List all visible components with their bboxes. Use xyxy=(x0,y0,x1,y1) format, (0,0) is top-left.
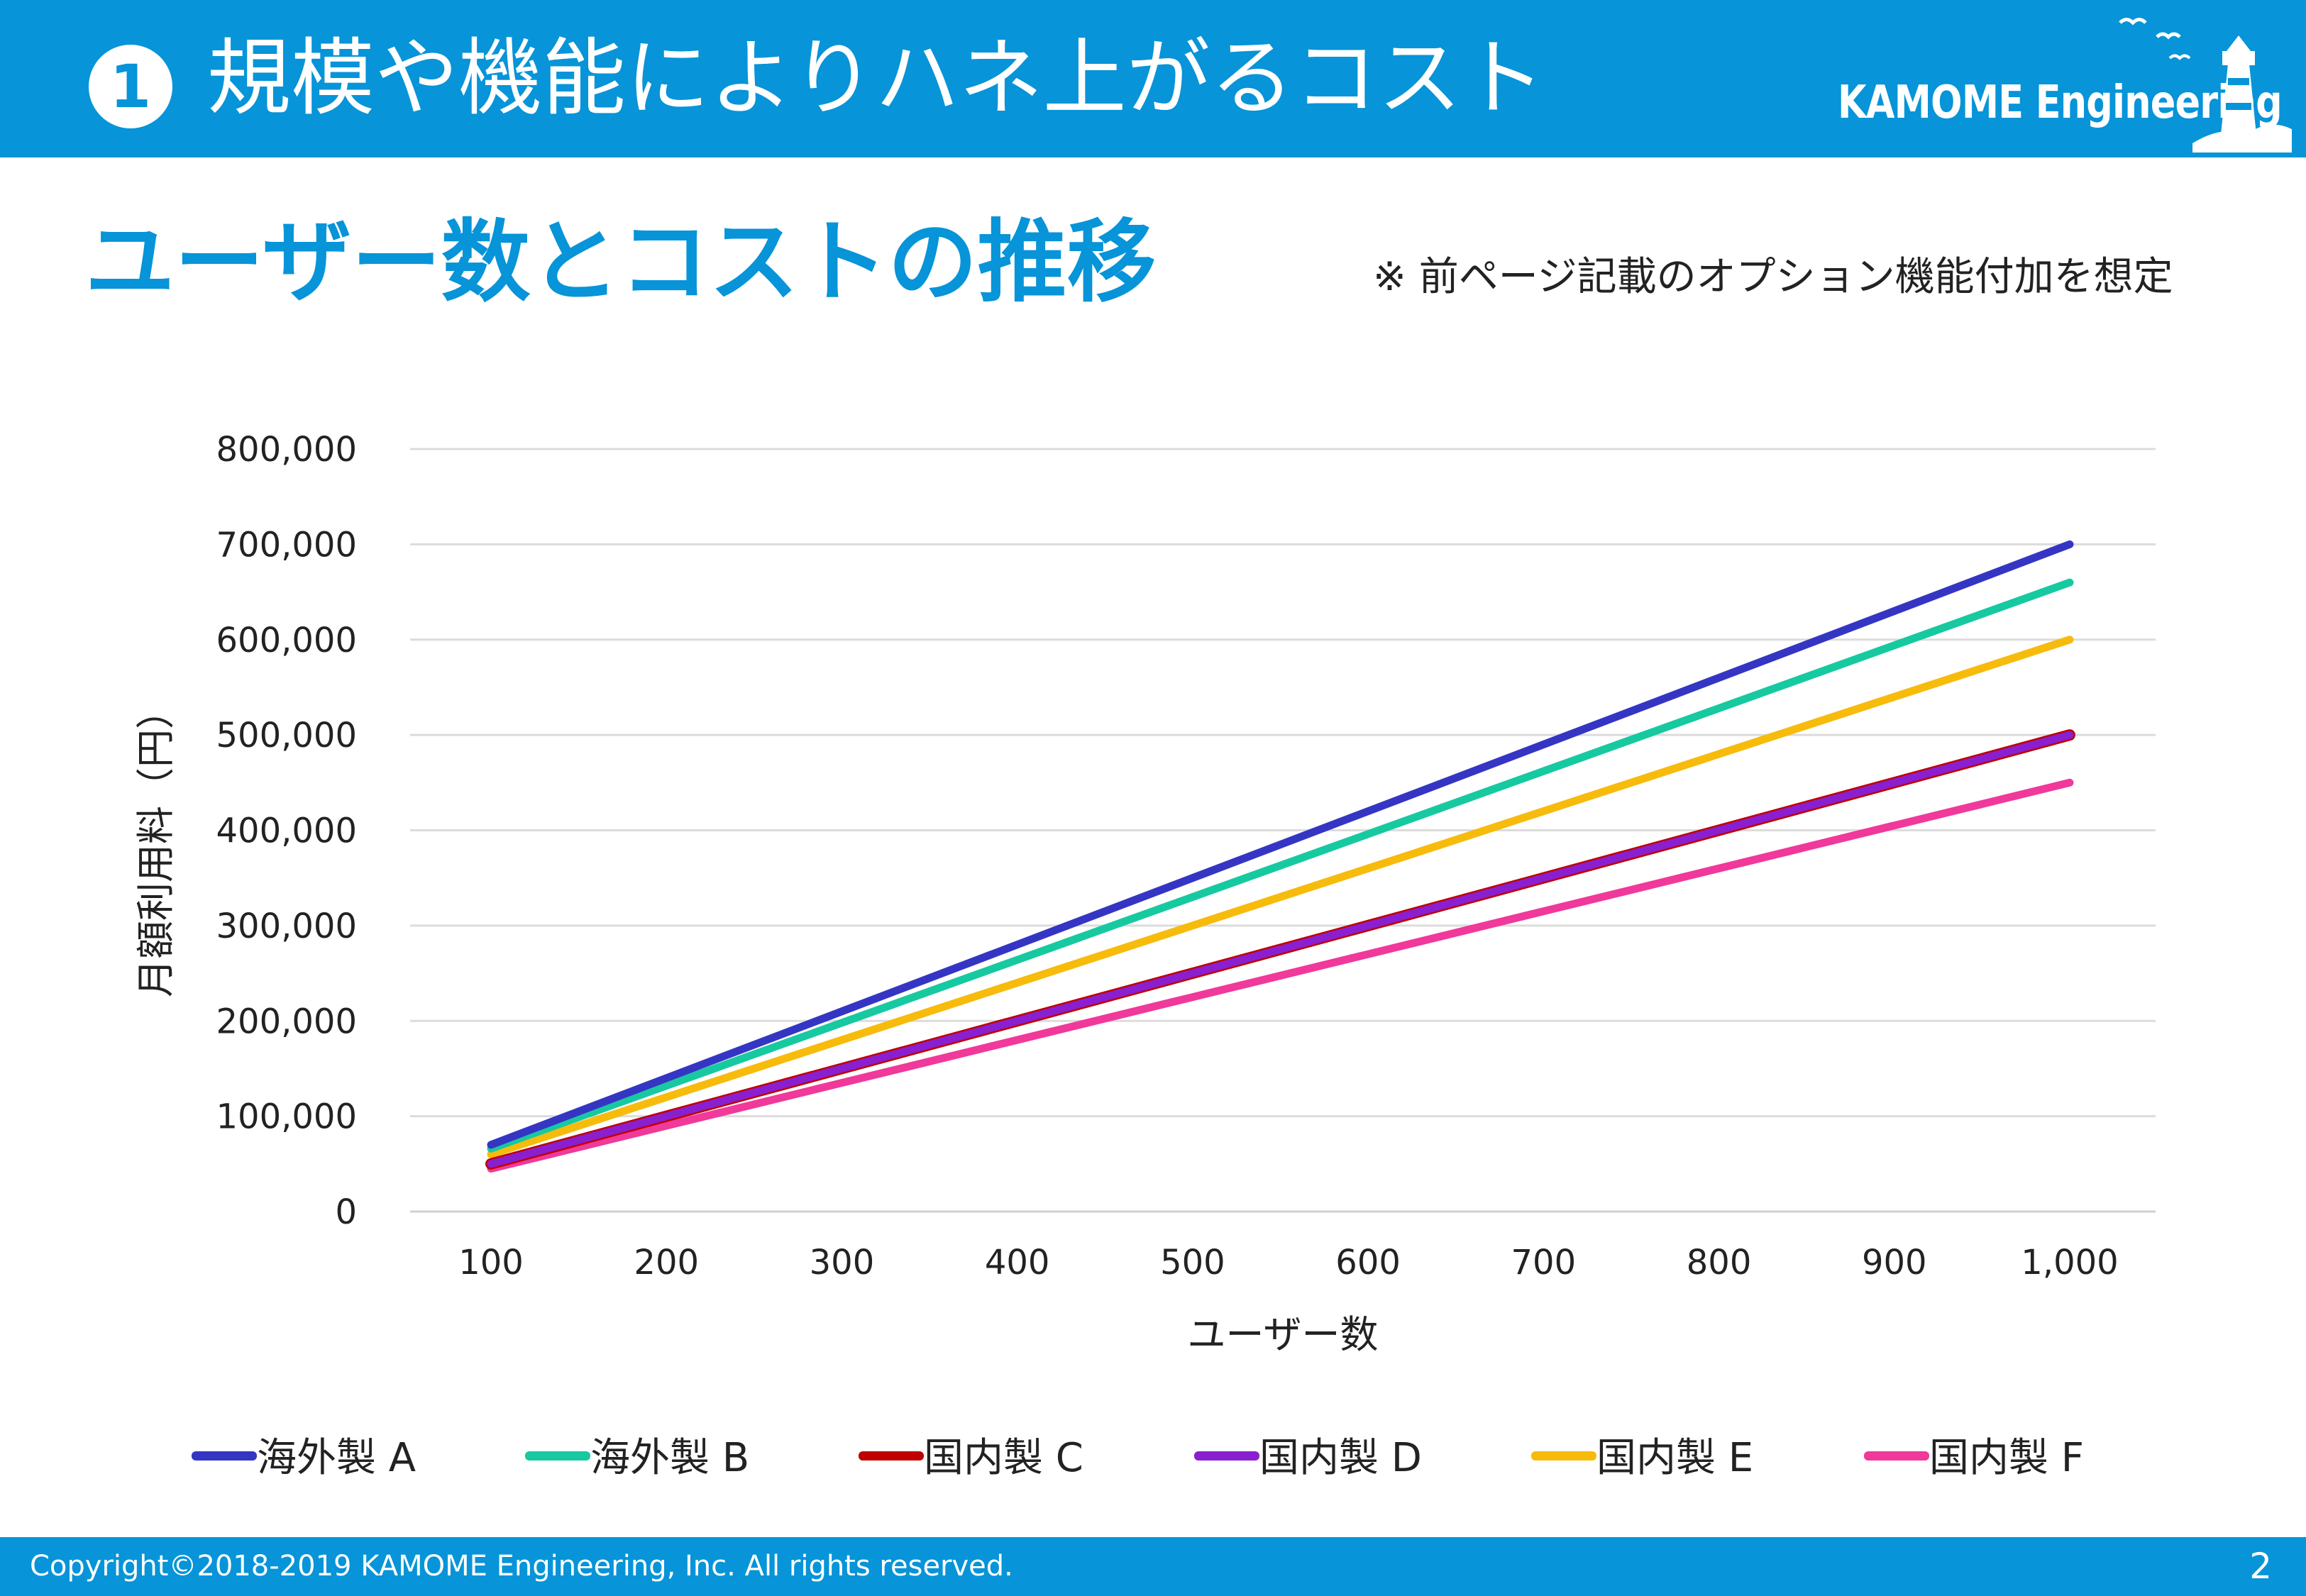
header-bar: 1 規模や機能によりハネ上がるコスト KAMOME Engineering xyxy=(0,0,2306,157)
section-title: ユーザー数とコストの推移 xyxy=(85,210,1157,314)
y-tick-label: 600,000 xyxy=(216,621,358,660)
logo-text: KAMOME Engineering xyxy=(1838,77,2283,129)
grid-lines xyxy=(410,448,2156,1213)
y-tick-label: 500,000 xyxy=(216,716,358,755)
footer-bar: Copyright©2018-2019 KAMOME Engineering, … xyxy=(0,1537,2306,1596)
slide-title: 規模や機能によりハネ上がるコスト xyxy=(207,29,1545,127)
x-tick-label: 500 xyxy=(1160,1243,1225,1282)
x-tick-label: 200 xyxy=(634,1243,699,1282)
y-tick-label: 0 xyxy=(335,1192,357,1232)
legend-label: 国内製 E xyxy=(1596,1435,1754,1481)
chart-legend: 海外製 A 海外製 B 国内製 C 国内製 D 国内製 E 国内製 F xyxy=(0,1412,2306,1497)
x-tick-label: 100 xyxy=(458,1243,524,1282)
legend-swatch xyxy=(1531,1451,1596,1461)
x-tick-label: 600 xyxy=(1335,1243,1401,1282)
y-tick-label: 700,000 xyxy=(216,525,358,565)
x-axis-label: ユーザー数 xyxy=(1188,1312,1379,1357)
series-lines xyxy=(485,540,2075,1173)
legend-label: 海外製 B xyxy=(590,1435,750,1481)
y-tick-label: 100,000 xyxy=(216,1097,358,1137)
x-tick-label: 700 xyxy=(1511,1243,1577,1282)
legend-label: 国内製 F xyxy=(1929,1435,2085,1481)
y-tick-label: 300,000 xyxy=(216,907,358,946)
x-tick-label: 1,000 xyxy=(2021,1243,2118,1282)
x-tick-labels: 100 200 300 400 500 600 700 800 900 1,000 xyxy=(458,1243,2119,1282)
legend-swatch xyxy=(192,1451,257,1461)
x-tick-label: 400 xyxy=(985,1243,1050,1282)
company-logo: KAMOME Engineering xyxy=(1838,7,2299,153)
copyright-text: Copyright©2018-2019 KAMOME Engineering, … xyxy=(30,1550,1013,1583)
slide-number-badge: 1 xyxy=(89,45,172,128)
legend-label: 国内製 D xyxy=(1259,1435,1422,1481)
x-tick-label: 800 xyxy=(1687,1243,1752,1282)
series-line-2 xyxy=(487,578,2074,1153)
y-tick-label: 400,000 xyxy=(216,811,358,851)
legend-swatch xyxy=(859,1451,924,1461)
legend-swatch xyxy=(525,1451,590,1461)
legend-label: 国内製 C xyxy=(924,1435,1083,1481)
legend-swatch xyxy=(1864,1451,1929,1461)
series-line-5 xyxy=(487,636,2074,1158)
series-line-1 xyxy=(487,540,2074,1149)
x-tick-label: 900 xyxy=(1862,1243,1927,1282)
page-number: 2 xyxy=(2249,1546,2272,1587)
y-tick-label: 800,000 xyxy=(216,430,358,470)
y-tick-label: 200,000 xyxy=(216,1002,358,1041)
assumption-note: ※ 前ページ記載のオプション機能付加を想定 xyxy=(1373,254,2173,300)
line-chart: 0 100,000 200,000 300,000 400,000 500,000 600,… xyxy=(133,430,2156,1357)
y-tick-labels: 0 100,000 200,000 300,000 400,000 500,000 600,… xyxy=(216,430,358,1232)
legend-label: 海外製 A xyxy=(257,1435,416,1481)
lighthouse-gull-icon xyxy=(2119,18,2292,153)
x-tick-label: 300 xyxy=(810,1243,875,1282)
series-line-4 xyxy=(487,731,2074,1168)
series-line-6 xyxy=(487,778,2074,1173)
y-axis-label: 月額利用料（円） xyxy=(133,691,178,997)
legend-swatch xyxy=(1194,1451,1259,1461)
